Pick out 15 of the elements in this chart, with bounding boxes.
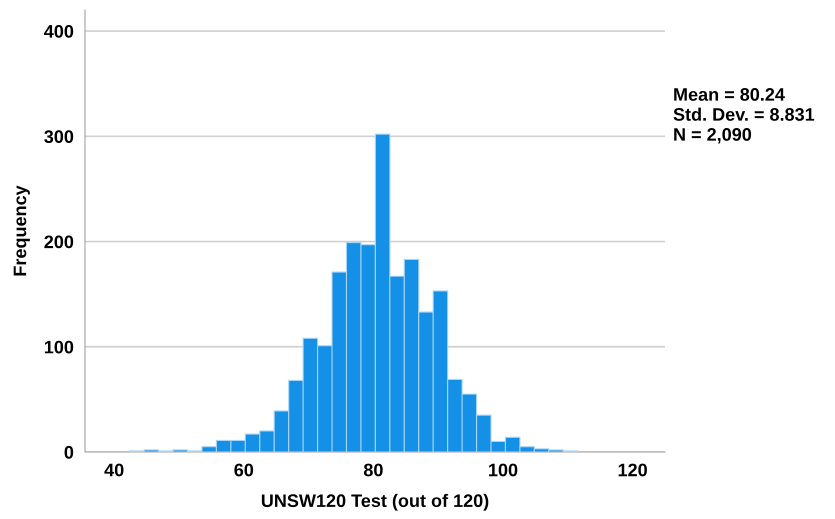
x-tick-label: 40: [104, 464, 124, 476]
x-tick-label: 100: [489, 464, 518, 476]
x-tick-label: 60: [234, 464, 254, 476]
y-tick-label: 300: [44, 130, 74, 144]
text: N = 2,090: [674, 128, 752, 144]
text: Std. Dev. = 8.831: [674, 108, 814, 121]
x-tick-label: 80: [364, 464, 383, 476]
x-tick-label: 120: [618, 464, 647, 476]
x-axis-title: UNSW120 Test (out of 120): [262, 494, 488, 511]
y-tick-label: 400: [44, 24, 74, 38]
y-tick-label: 200: [44, 235, 74, 248]
y-axis-title: Frequency: [14, 185, 30, 276]
y-tick-label: 100: [44, 340, 74, 354]
y-tick-label: 0: [64, 446, 74, 459]
text: Mean = 80.24: [674, 88, 785, 101]
